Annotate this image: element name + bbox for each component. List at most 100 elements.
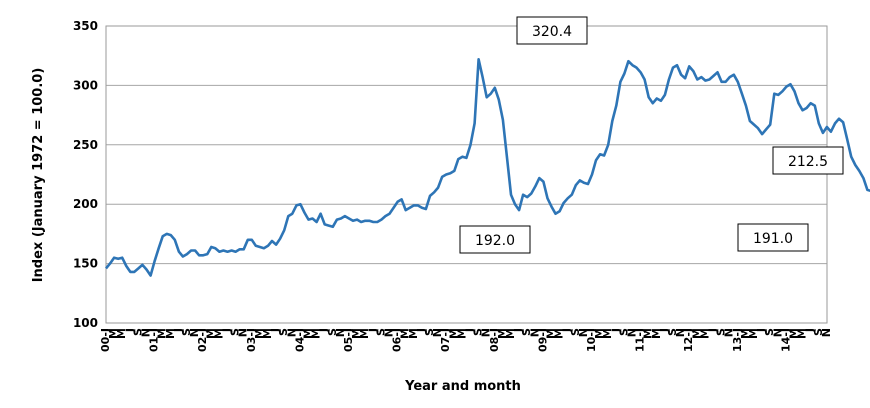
x-tick-label: J: [512, 328, 525, 333]
x-tick-label: 09-J: [536, 328, 549, 352]
y-tick-label: 200: [73, 197, 98, 211]
x-tick-label: S: [569, 328, 582, 336]
x-tick-label: M: [796, 328, 809, 339]
y-tick-label: 350: [73, 19, 98, 33]
x-tick-label: M: [115, 328, 128, 339]
x-tick-label: 04-J: [293, 328, 306, 352]
x-tick-label: M: [156, 328, 169, 339]
x-tick-label: M: [455, 328, 468, 339]
x-tick-label: 01-J: [148, 328, 161, 352]
x-tick-label: N: [334, 328, 347, 337]
x-tick-label: M: [310, 328, 323, 339]
x-tick-label: M: [698, 328, 711, 339]
x-tick-label: N: [140, 328, 153, 337]
x-tick-label: S: [277, 328, 290, 336]
x-tick-label: J: [804, 328, 817, 333]
annotations: 320.4 192.0 191.0 212.5: [459, 16, 844, 254]
callout-label: 212.5: [788, 154, 828, 170]
x-tick-label: M: [261, 328, 274, 339]
x-tick-label: M: [690, 328, 703, 339]
x-tick-label: M: [399, 328, 412, 339]
x-axis-title: Year and month: [404, 379, 521, 394]
x-tick-label: 07-J: [439, 328, 452, 352]
x-tick-label: 14-J: [779, 328, 792, 352]
x-tick-label: J: [221, 328, 234, 333]
x-tick-label: J: [269, 328, 282, 333]
x-tick-label: M: [204, 328, 217, 339]
x-tick-label: N: [237, 328, 250, 337]
x-tick-label: J: [658, 328, 671, 333]
x-tick-label: J: [123, 328, 136, 333]
x-tick-label: M: [407, 328, 420, 339]
x-tick-label: N: [480, 328, 493, 337]
x-tick-label: J: [464, 328, 477, 333]
x-tick-label: M: [358, 328, 371, 339]
x-tick-label: M: [350, 328, 363, 339]
callout-box: 191.0: [737, 223, 809, 252]
x-tick-label: N: [431, 328, 444, 337]
gridlines: [106, 25, 827, 324]
x-tick-label: M: [642, 328, 655, 339]
x-tick-label: M: [164, 328, 177, 339]
x-tick-label: J: [707, 328, 720, 333]
x-tick-label: 03-J: [245, 328, 258, 352]
x-tick-label: N: [285, 328, 298, 337]
series-line: [105, 58, 870, 277]
x-tick-label: S: [715, 328, 728, 336]
x-tick-label: 10-J: [585, 328, 598, 352]
callout-label: 320.4: [532, 24, 572, 40]
x-tick-label: S: [666, 328, 679, 336]
x-tick-label: J: [561, 328, 574, 333]
x-tick-label: N: [577, 328, 590, 337]
x-tick-label: N: [820, 328, 833, 337]
x-tick-label: S: [131, 328, 144, 336]
x-tick-label: M: [593, 328, 606, 339]
x-tick-label: S: [326, 328, 339, 336]
x-tick-label: 13-J: [731, 328, 744, 352]
x-tick-label: 02-J: [196, 328, 209, 352]
y-tick-label: 250: [73, 138, 98, 152]
x-tick-label: 08-J: [488, 328, 501, 352]
x-tick-label: S: [520, 328, 533, 336]
callout-label: 192.0: [475, 233, 515, 249]
x-axis-ticks: 00-JMMJSN01-JMMJSN02-JMMJSN03-JMMJSN04-J…: [99, 328, 833, 352]
x-tick-label: 11-J: [634, 328, 647, 352]
y-tick-label: 150: [73, 257, 98, 271]
callout-box: 320.4: [516, 16, 588, 45]
x-tick-label: 05-J: [342, 328, 355, 352]
x-tick-label: J: [172, 328, 185, 333]
x-tick-label: J: [366, 328, 379, 333]
x-tick-label: M: [212, 328, 225, 339]
x-tick-label: N: [188, 328, 201, 337]
x-tick-label: 06-J: [391, 328, 404, 352]
x-tick-label: S: [617, 328, 630, 336]
x-tick-label: M: [447, 328, 460, 339]
x-tick-label: M: [650, 328, 663, 339]
x-tick-label: S: [180, 328, 193, 336]
x-tick-label: 12-J: [682, 328, 695, 352]
x-tick-label: S: [229, 328, 242, 336]
x-tick-label: 00-J: [99, 328, 112, 352]
x-tick-label: M: [302, 328, 315, 339]
x-tick-label: M: [747, 328, 760, 339]
x-tick-label: N: [723, 328, 736, 337]
x-tick-label: N: [626, 328, 639, 337]
x-tick-label: S: [472, 328, 485, 336]
y-tick-label: 100: [73, 316, 98, 330]
x-tick-label: M: [788, 328, 801, 339]
y-tick-label: 300: [73, 78, 98, 92]
callout-box: 192.0: [459, 225, 531, 254]
x-tick-label: S: [812, 328, 825, 336]
x-tick-label: M: [545, 328, 558, 339]
x-tick-label: S: [374, 328, 387, 336]
x-tick-label: J: [318, 328, 331, 333]
y-axis-title: Index (January 1972 = 100.0): [31, 68, 46, 283]
x-tick-label: S: [763, 328, 776, 336]
x-tick-label: M: [601, 328, 614, 339]
x-tick-label: N: [528, 328, 541, 337]
x-tick-label: M: [553, 328, 566, 339]
x-tick-label: M: [504, 328, 517, 339]
x-tick-label: M: [253, 328, 266, 339]
x-tick-label: M: [739, 328, 752, 339]
